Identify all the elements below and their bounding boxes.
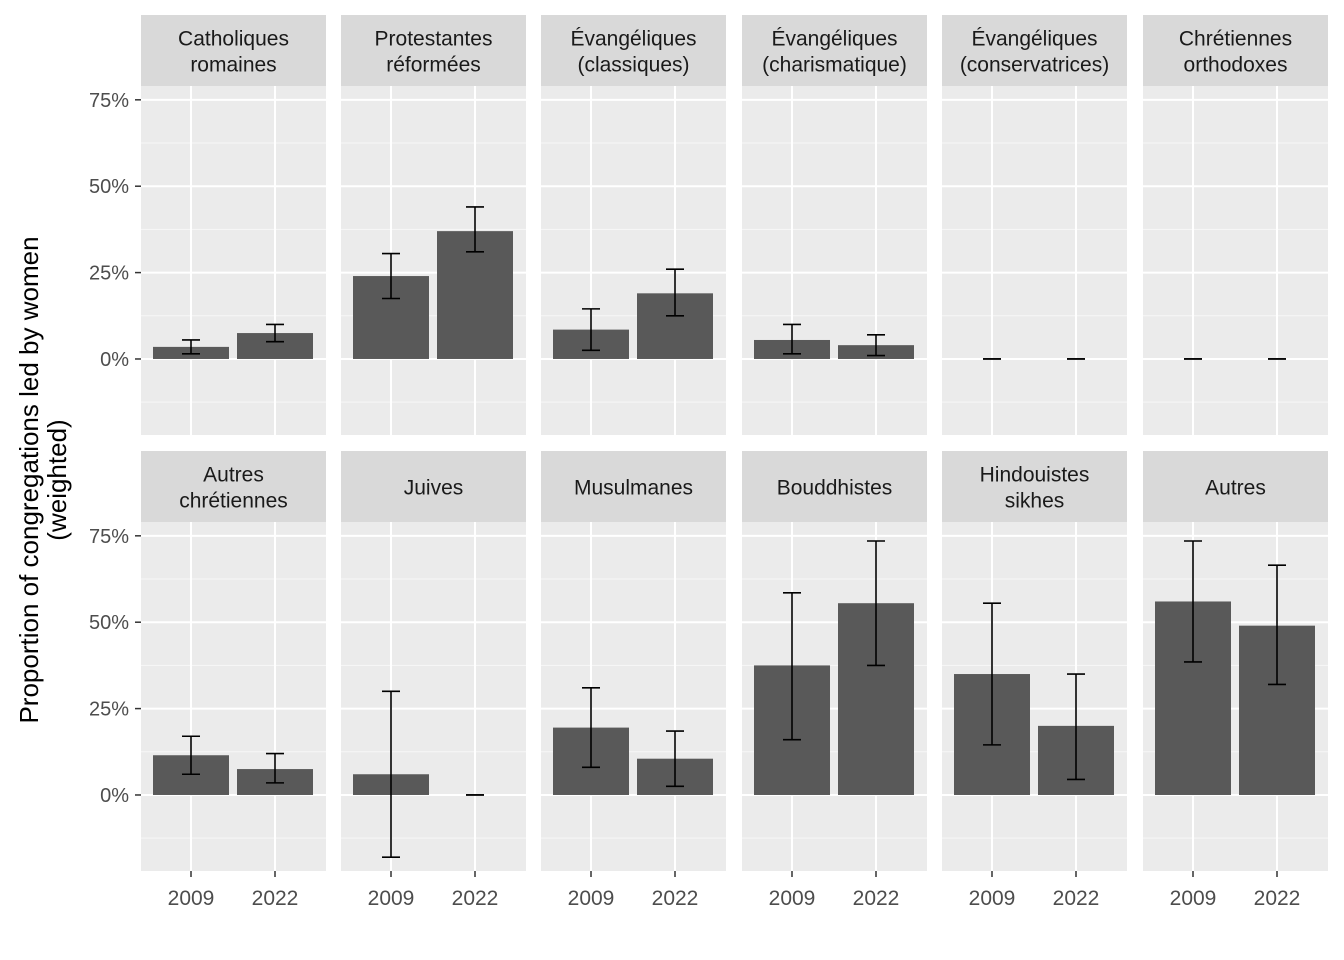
facet-strip [541,451,726,522]
x-tick-label: 2022 [853,887,900,910]
y-tick-label: 50% [89,176,129,198]
facet-label: Juives [404,477,464,500]
facet-label: Autres [1205,477,1266,500]
facet-panel: Protestantes réformées [341,15,526,435]
facet-label: Évangéliques [771,28,897,51]
facet-strip [141,451,326,522]
x-tick-label: 2022 [652,887,699,910]
panel-background [1143,86,1328,435]
facet-label: (classiques) [577,54,689,77]
x-tick-label: 2009 [168,887,215,910]
panel-background [141,86,326,435]
facet-strip [742,15,927,86]
x-tick-label: 2009 [368,887,415,910]
y-tick-label: 75% [89,90,129,112]
facet-label: orthodoxes [1184,54,1288,77]
facet-strip [541,15,726,86]
facet-panel: Évangéliques (charismatique) [742,15,927,435]
facet-panel: Bouddhistes 2009 2022 [742,451,927,910]
facet-label: Évangéliques [570,28,696,51]
facet-panel: Autres chrétiennes 0% 25% 50% 75% 2009 2022 [89,451,326,910]
facet-label: sikhes [1005,490,1065,513]
y-axis-title: Proportion of congregations led by women… [14,236,72,723]
y-tick-label: 50% [89,612,129,634]
panel-background [541,522,726,871]
x-tick-label: 2009 [769,887,816,910]
x-tick-label: 2009 [969,887,1016,910]
facet-panel: Musulmanes 2009 2022 [541,451,726,910]
x-tick-label: 2022 [1053,887,1100,910]
facet-strip [1143,451,1328,522]
facet-label: Musulmanes [574,477,693,500]
facet-strip [341,15,526,86]
facet-strip [742,451,927,522]
facet-panel: Évangéliques (conservatrices) [942,15,1127,435]
facet-panel: Catholiques romaines 0% 25% 50% 75% [89,15,326,435]
facet-strip [341,451,526,522]
facet-panel: Évangéliques (classiques) [541,15,726,435]
facet-strip [141,15,326,86]
y-tick-label: 75% [89,526,129,548]
facet-label: Évangéliques [971,28,1097,51]
facet-label: Bouddhistes [777,477,893,500]
facet-label: Hindouistes [980,464,1090,487]
x-tick-label: 2009 [568,887,615,910]
facet-label: (conservatrices) [960,54,1109,77]
y-tick-label: 25% [89,699,129,721]
panel-background [141,522,326,871]
facet-label: Protestantes [375,28,493,51]
facet-panel: Juives 2009 2022 [341,451,526,910]
facet-label: (charismatique) [762,54,907,77]
y-axis-title-line: (weighted) [42,419,72,540]
facet-label: Catholiques [178,28,289,51]
panel-background [942,86,1127,435]
x-tick-label: 2022 [252,887,299,910]
facet-label: Autres [203,464,264,487]
facet-panel: Autres 2009 2022 [1143,451,1328,910]
facet-panel: Chrétiennes orthodoxes [1143,15,1328,435]
facet-label: romaines [190,54,276,77]
panel-background [341,522,526,871]
facet-panel: Hindouistes sikhes 2009 2022 [942,451,1127,910]
facet-label: Chrétiennes [1179,28,1292,51]
facet-label: chrétiennes [179,490,288,513]
facet-strip [1143,15,1328,86]
facet-strip [942,451,1127,522]
panel-background [742,86,927,435]
panel-background [541,86,726,435]
x-tick-label: 2022 [452,887,499,910]
y-tick-label: 0% [100,349,129,371]
facet-label: réformées [386,54,481,77]
y-axis-title-line: Proportion of congregations led by women [14,236,44,723]
y-tick-label: 0% [100,785,129,807]
facet-strip [942,15,1127,86]
y-tick-label: 25% [89,263,129,285]
x-tick-label: 2022 [1254,887,1301,910]
x-tick-label: 2009 [1170,887,1217,910]
